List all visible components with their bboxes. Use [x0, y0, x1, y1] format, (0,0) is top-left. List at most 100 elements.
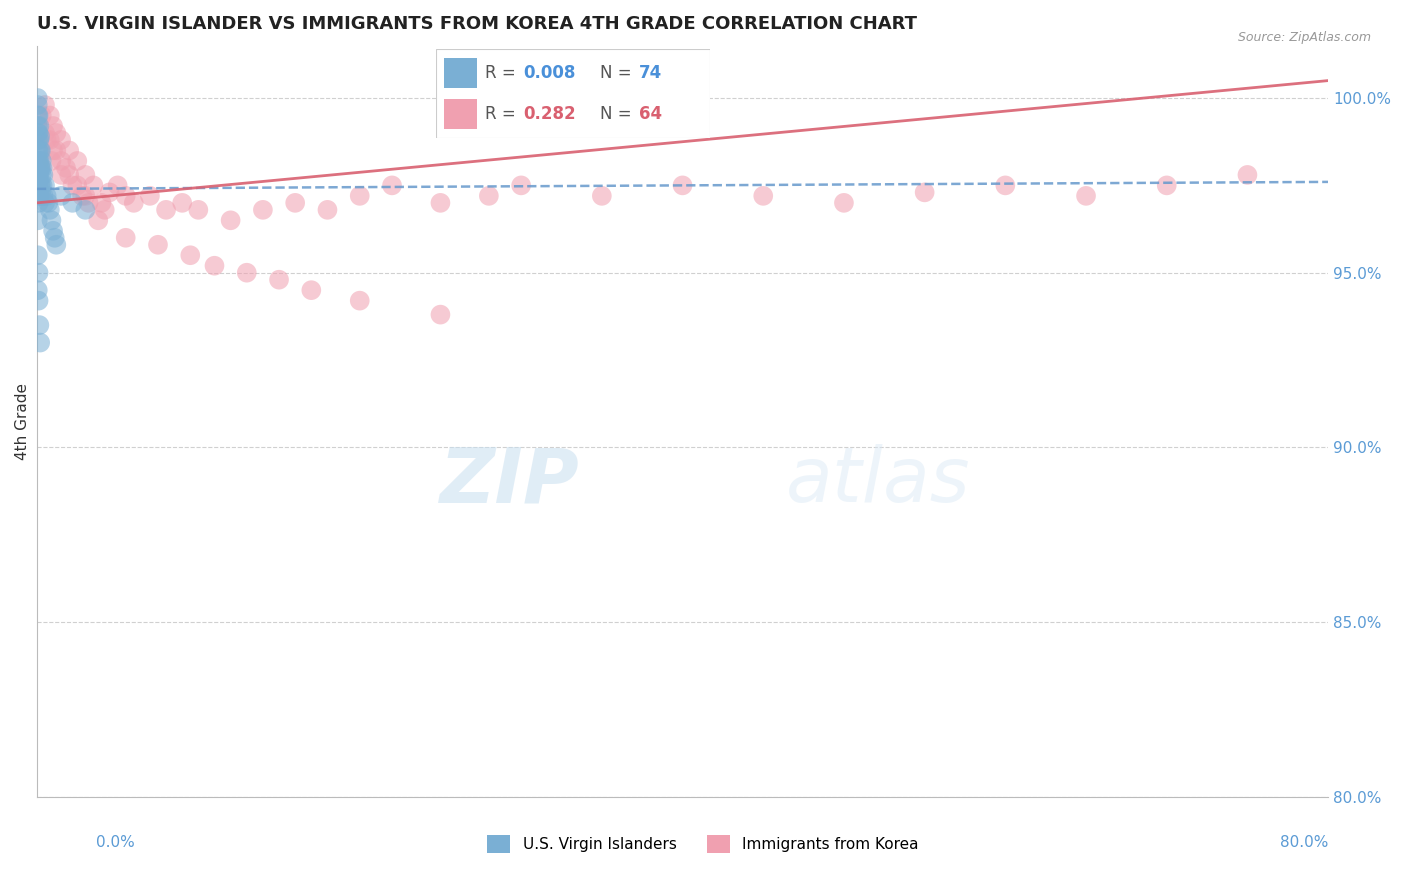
Text: 64: 64: [638, 105, 662, 123]
Text: R =: R =: [485, 105, 522, 123]
Point: [28, 153, 51, 168]
Point: [27, 178, 49, 193]
Point: [38, 109, 60, 123]
Point: [30, 161, 52, 175]
Point: [204, 259, 226, 273]
Point: [1156, 178, 1178, 193]
Point: [62, 195, 84, 210]
Point: [34, 195, 56, 210]
Point: [27, 178, 49, 193]
Text: 0.008: 0.008: [523, 64, 576, 82]
Point: [87, 213, 110, 227]
Point: [139, 189, 162, 203]
Point: [219, 213, 242, 227]
Point: [146, 237, 169, 252]
Text: 80.0%: 80.0%: [1281, 836, 1329, 850]
Point: [31, 168, 53, 182]
Point: [752, 189, 775, 203]
Point: [27, 168, 49, 182]
Point: [1236, 168, 1258, 182]
Point: [429, 195, 451, 210]
Point: [93, 202, 115, 217]
Point: [429, 308, 451, 322]
Point: [1074, 189, 1097, 203]
Point: [55, 161, 77, 175]
Point: [41, 153, 63, 168]
Point: [49, 153, 72, 168]
Point: [98, 186, 121, 200]
Point: [34, 126, 56, 140]
Point: [381, 178, 404, 193]
Point: [27, 126, 49, 140]
Point: [27, 153, 49, 168]
Point: [44, 231, 66, 245]
Point: [510, 178, 533, 193]
Text: atlas: atlas: [786, 444, 970, 518]
Point: [70, 189, 93, 203]
Point: [27, 153, 49, 168]
Point: [114, 189, 136, 203]
Point: [75, 168, 97, 182]
Point: [316, 202, 339, 217]
Point: [41, 213, 63, 227]
Point: [267, 273, 290, 287]
Point: [30, 144, 52, 158]
Text: N =: N =: [600, 64, 637, 82]
Point: [27, 164, 49, 178]
Point: [832, 195, 855, 210]
Point: [31, 178, 53, 193]
Point: [42, 224, 65, 238]
Point: [75, 189, 97, 203]
Point: [90, 195, 112, 210]
Point: [27, 283, 49, 297]
Point: [27, 109, 49, 123]
Point: [49, 168, 72, 182]
Point: [42, 144, 65, 158]
Point: [31, 153, 53, 168]
Point: [31, 189, 53, 203]
Point: [28, 189, 51, 203]
Text: 0.0%: 0.0%: [96, 836, 135, 850]
Point: [27, 144, 49, 158]
Point: [27, 144, 49, 158]
Point: [35, 133, 58, 147]
Point: [27, 248, 49, 262]
Point: [49, 133, 72, 147]
Point: [27, 195, 49, 210]
Legend: U.S. Virgin Islanders, Immigrants from Korea: U.S. Virgin Islanders, Immigrants from K…: [481, 829, 925, 859]
Point: [107, 178, 129, 193]
Point: [38, 202, 60, 217]
Point: [349, 189, 371, 203]
Point: [349, 293, 371, 308]
Point: [34, 178, 56, 193]
Point: [30, 335, 52, 350]
Point: [30, 144, 52, 158]
Point: [66, 153, 89, 168]
Point: [28, 318, 51, 332]
Point: [27, 119, 49, 133]
Point: [236, 266, 259, 280]
Text: U.S. VIRGIN ISLANDER VS IMMIGRANTS FROM KOREA 4TH GRADE CORRELATION CHART: U.S. VIRGIN ISLANDER VS IMMIGRANTS FROM …: [37, 15, 917, 33]
Point: [28, 133, 51, 147]
Text: N =: N =: [600, 105, 637, 123]
Point: [27, 213, 49, 227]
Point: [75, 202, 97, 217]
Point: [82, 178, 104, 193]
Point: [27, 293, 49, 308]
Point: [172, 195, 194, 210]
Point: [32, 189, 55, 203]
Point: [49, 189, 72, 203]
Text: 74: 74: [638, 64, 662, 82]
Point: [179, 248, 201, 262]
Point: [42, 119, 65, 133]
Point: [58, 144, 80, 158]
Text: 0.282: 0.282: [523, 105, 576, 123]
Point: [45, 237, 67, 252]
Point: [28, 119, 51, 133]
Point: [27, 126, 49, 140]
Point: [478, 189, 501, 203]
Y-axis label: 4th Grade: 4th Grade: [15, 383, 30, 459]
Point: [62, 178, 84, 193]
Point: [299, 283, 322, 297]
Point: [30, 178, 52, 193]
